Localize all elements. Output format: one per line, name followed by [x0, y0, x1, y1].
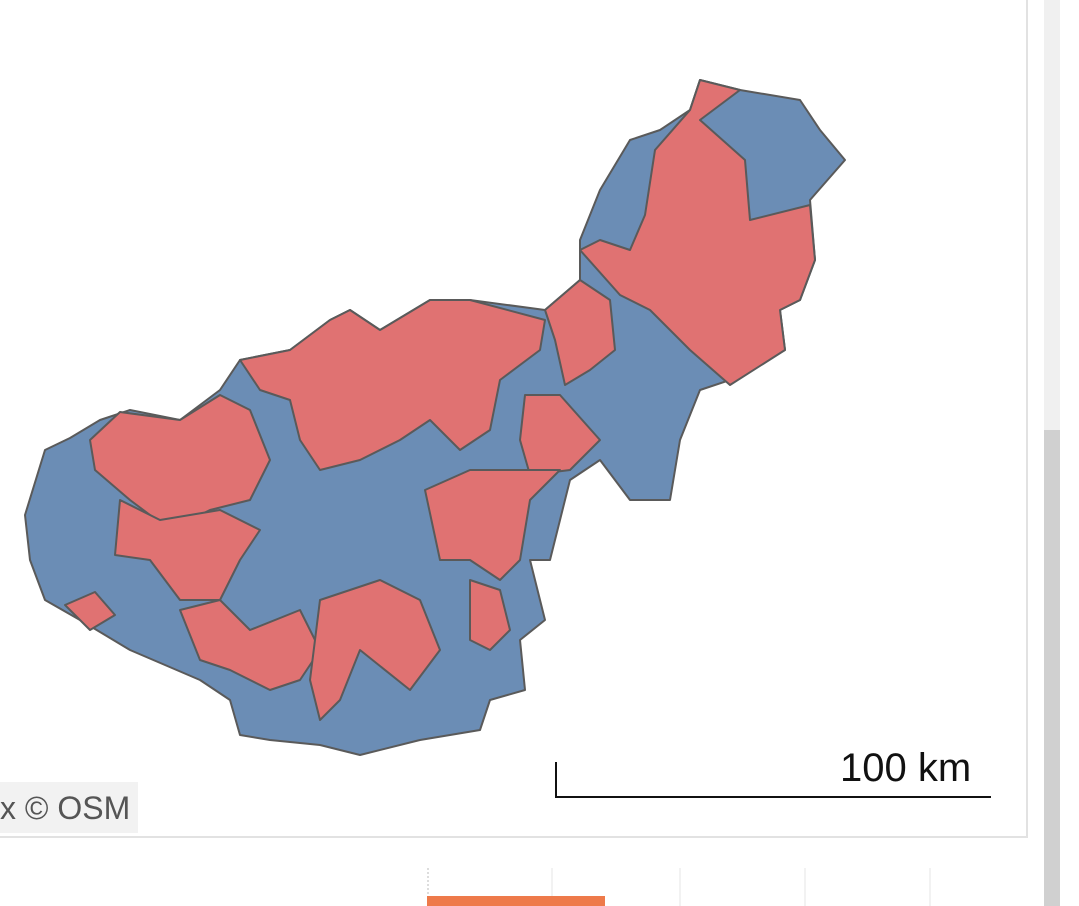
region-s2 — [309, 579, 441, 721]
region-se — [424, 469, 561, 581]
scale-label: 100 km — [840, 746, 972, 790]
orange-bar — [427, 896, 605, 906]
region-center-n — [239, 299, 546, 471]
region-ne — [579, 79, 816, 386]
region-sw — [64, 591, 116, 631]
bottom-chart-fragment — [427, 868, 931, 906]
scrollbar-thumb[interactable] — [1044, 430, 1060, 906]
region-w — [89, 394, 271, 531]
map-card: x © OSM 100 km — [0, 0, 1028, 838]
region-s — [179, 599, 321, 691]
attribution: x © OSM — [0, 782, 139, 833]
region-sc — [469, 579, 511, 651]
region-c — [114, 499, 261, 601]
region-e — [519, 394, 601, 476]
region-n — [544, 279, 616, 386]
map — [24, 79, 846, 756]
